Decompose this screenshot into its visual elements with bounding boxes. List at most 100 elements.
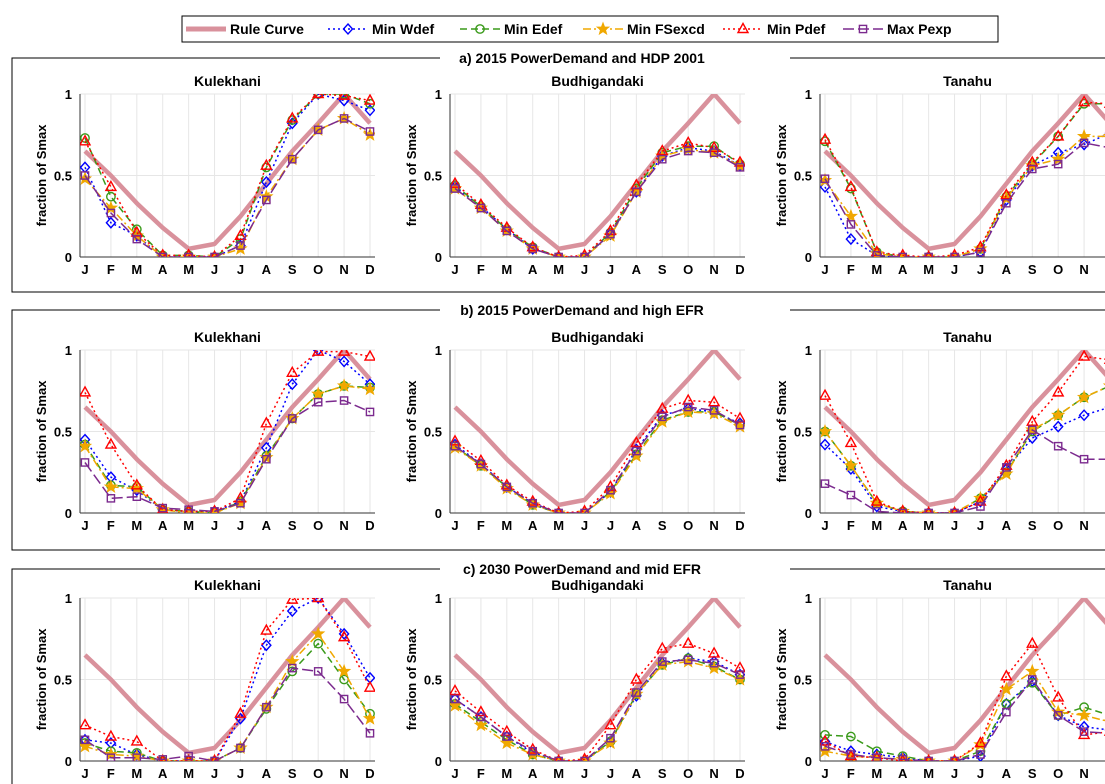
data-point [897,248,908,257]
data-point [236,498,245,508]
data-point [528,498,538,508]
x-tick-label: M [501,518,512,533]
x-tick-label: M [871,766,882,781]
x-tick-label: A [528,518,538,533]
data-point [1026,414,1039,426]
x-tick-label: A [262,262,272,277]
data-point [362,711,375,725]
data-point [262,454,271,464]
y-axis-label: fraction of Smax [404,124,419,227]
frame-border [11,309,1105,551]
series-line [84,667,371,761]
data-point [657,154,667,164]
series-line [453,94,742,252]
data-point [157,248,168,257]
data-point [1051,690,1065,702]
data-point [1027,164,1037,174]
x-tick-label: J [581,518,588,533]
y-tick-label: 0 [65,754,72,769]
x-tick-label: F [847,766,855,781]
data-point [845,233,857,246]
data-point [924,252,933,257]
data-point [1076,707,1092,722]
scenario-title: b) 2015 PowerDemand and high EFR [460,302,704,318]
data-point [846,220,856,229]
x-tick-label: F [847,518,855,533]
x-tick-label: J [977,518,984,533]
data-point [681,636,695,648]
x-tick-label: M [923,262,934,277]
data-point [1051,385,1065,397]
series-group [80,94,375,257]
data-point [336,663,352,678]
data-point [476,712,486,722]
x-tick-label: J [951,766,958,781]
data-point [236,743,245,753]
x-tick-label: D [735,766,744,781]
y-tick-label: 1 [435,591,442,606]
data-point [364,104,375,117]
x-tick-label: O [683,518,693,533]
legend-marker-triangle [736,22,750,34]
series-line [823,350,1105,508]
y-tick-label: 0.5 [424,673,442,688]
data-point [526,742,539,754]
data-point [337,630,351,642]
data-point [683,402,693,412]
data-point [80,735,90,745]
data-point [234,491,247,503]
y-tick-label: 0.5 [794,425,812,440]
legend-entry: Min Wdef [328,21,435,37]
data-point [363,350,375,361]
data-point [604,718,617,730]
data-point [1077,95,1091,107]
x-tick-label: D [735,518,744,533]
x-tick-label: A [158,262,168,277]
data-point [526,494,539,506]
x-tick-label: S [288,262,297,277]
series-line [454,411,741,513]
scenario-frame: a) 2015 PowerDemand and HDP 2001 [11,50,1105,293]
data-point [337,94,351,100]
data-point [974,736,987,748]
x-tick-label: A [262,766,272,781]
subplot-title: Kulekhani [194,73,261,89]
data-point [260,639,272,652]
data-point [183,248,194,257]
data-point [870,494,884,506]
data-point [104,179,118,192]
data-point [450,434,462,446]
y-tick-label: 0 [65,506,72,521]
x-tick-label: F [107,518,115,533]
x-tick-label: O [683,262,693,277]
data-point [104,437,118,449]
data-point [1000,188,1013,200]
data-point [311,626,326,640]
scenario-frame: c) 2030 PowerDemand and mid EFR [11,561,1105,784]
data-point [313,397,323,407]
series-line [454,657,741,761]
data-point [950,756,959,761]
data-point [158,755,168,761]
series-line [824,387,1105,513]
series-line [83,598,372,756]
x-tick-label: N [709,518,718,533]
data-point [656,641,669,653]
x-tick-label: J [607,518,614,533]
data-point [130,734,144,746]
series-line [824,407,1105,513]
scenario-title: c) 2030 PowerDemand and mid EFR [463,561,701,577]
data-point [499,735,514,750]
data-point [105,216,117,229]
data-point [846,750,856,759]
x-tick-label: M [553,262,564,277]
data-point [820,742,830,751]
data-point [502,226,512,236]
series-line [454,399,741,513]
data-point [500,724,514,736]
data-point [950,508,959,513]
x-tick-label: M [183,766,194,781]
